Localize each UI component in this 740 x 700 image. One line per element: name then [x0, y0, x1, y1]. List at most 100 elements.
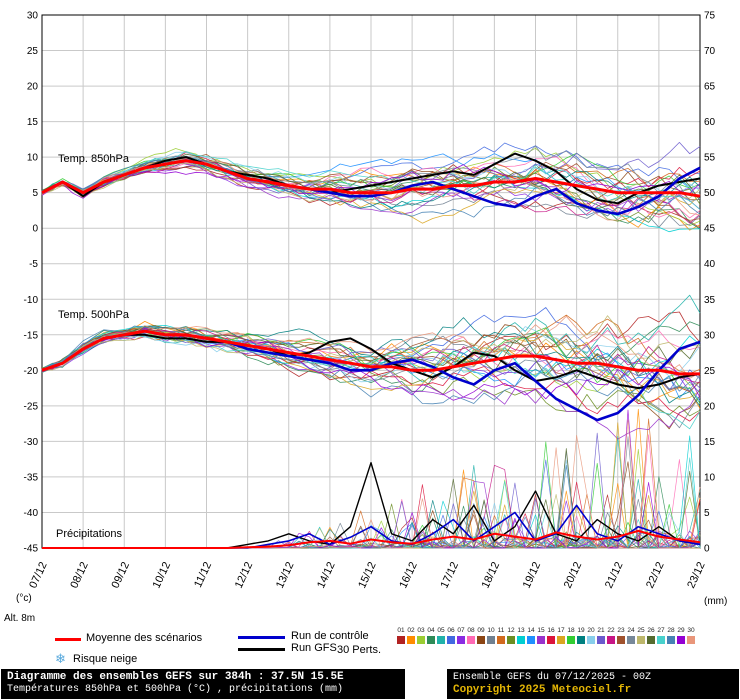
member-cell: 09 [476, 627, 486, 644]
svg-text:-35: -35 [24, 472, 39, 483]
member-number: 29 [677, 627, 685, 634]
member-cell: 29 [676, 627, 686, 644]
member-number: 09 [477, 627, 485, 634]
legend-control-label: Run de contrôle [291, 630, 369, 642]
chart-subtitle: Températures 850hPa et 500hPa (°C) , pré… [7, 684, 344, 695]
member-number: 27 [657, 627, 665, 634]
svg-text:55: 55 [704, 153, 716, 164]
copyright: Copyright 2025 Meteociel.fr [453, 684, 632, 696]
member-color-swatch [517, 636, 525, 644]
member-number: 25 [637, 627, 645, 634]
svg-text:Précipitations: Précipitations [56, 528, 123, 540]
member-cell: 01 [396, 627, 406, 644]
member-number: 18 [567, 627, 575, 634]
member-color-swatch [397, 636, 405, 644]
member-color-swatch [457, 636, 465, 644]
member-cell: 13 [516, 627, 526, 644]
svg-text:60: 60 [704, 117, 716, 128]
member-number: 14 [527, 627, 535, 634]
member-cell: 12 [506, 627, 516, 644]
member-color-swatch [447, 636, 455, 644]
mean-line-swatch [55, 638, 81, 641]
member-cell: 24 [626, 627, 636, 644]
svg-text:10: 10 [704, 472, 716, 483]
member-cell: 02 [406, 627, 416, 644]
svg-text:-20: -20 [24, 366, 39, 377]
member-color-swatch [597, 636, 605, 644]
member-number: 10 [487, 627, 495, 634]
svg-text:Temp. 500hPa: Temp. 500hPa [58, 309, 130, 321]
member-color-swatch [407, 636, 415, 644]
member-cell: 19 [576, 627, 586, 644]
svg-text:-30: -30 [24, 437, 39, 448]
member-cell: 08 [466, 627, 476, 644]
svg-text:15: 15 [704, 437, 716, 448]
svg-text:0: 0 [32, 224, 38, 235]
member-cell: 07 [456, 627, 466, 644]
control-line-swatch [238, 636, 285, 639]
member-number: 11 [497, 627, 505, 634]
member-number: 06 [447, 627, 455, 634]
member-number: 04 [427, 627, 435, 634]
member-color-swatch [647, 636, 655, 644]
svg-text:20: 20 [704, 401, 716, 412]
member-number: 19 [577, 627, 585, 634]
svg-text:45: 45 [704, 224, 716, 235]
snowflake-icon: ❄ [55, 651, 66, 666]
svg-text:(mm): (mm) [704, 596, 727, 607]
member-number: 03 [417, 627, 425, 634]
svg-text:70: 70 [704, 46, 716, 57]
member-cell: 05 [436, 627, 446, 644]
member-color-swatch [687, 636, 695, 644]
member-color-swatch [527, 636, 535, 644]
member-number: 17 [557, 627, 565, 634]
member-color-swatch [567, 636, 575, 644]
svg-text:65: 65 [704, 82, 716, 93]
member-cell: 15 [536, 627, 546, 644]
member-number: 12 [507, 627, 515, 634]
member-number: 15 [537, 627, 545, 634]
svg-text:30: 30 [704, 330, 716, 341]
member-color-swatch [417, 636, 425, 644]
member-number: 24 [627, 627, 635, 634]
svg-text:30: 30 [27, 11, 39, 22]
member-number: 28 [667, 627, 675, 634]
member-cell: 23 [616, 627, 626, 644]
member-number: 21 [597, 627, 605, 634]
member-cell: 27 [656, 627, 666, 644]
svg-text:-15: -15 [24, 330, 39, 341]
svg-text:-40: -40 [24, 508, 39, 519]
member-color-swatch [437, 636, 445, 644]
member-cell: 11 [496, 627, 506, 644]
member-cell: 16 [546, 627, 556, 644]
svg-text:-5: -5 [29, 259, 38, 270]
svg-text:-45: -45 [24, 544, 39, 555]
member-number: 02 [407, 627, 415, 634]
svg-text:(°c): (°c) [16, 593, 32, 604]
member-color-swatch [497, 636, 505, 644]
member-cell: 21 [596, 627, 606, 644]
member-number: 23 [617, 627, 625, 634]
member-cell: 04 [426, 627, 436, 644]
member-number: 13 [517, 627, 525, 634]
legend-perts-label: 30 Perts. [337, 644, 382, 656]
member-color-swatch [657, 636, 665, 644]
member-cell: 26 [646, 627, 656, 644]
member-number: 08 [467, 627, 475, 634]
svg-text:20: 20 [27, 82, 39, 93]
svg-text:Temp. 850hPa: Temp. 850hPa [58, 153, 130, 165]
member-color-swatch [507, 636, 515, 644]
member-color-swatch [677, 636, 685, 644]
member-color-swatch [557, 636, 565, 644]
member-color-swatch [587, 636, 595, 644]
member-number: 05 [437, 627, 445, 634]
svg-text:-25: -25 [24, 401, 39, 412]
svg-text:15: 15 [27, 117, 39, 128]
member-color-swatch [467, 636, 475, 644]
member-color-swatch [537, 636, 545, 644]
member-number: 07 [457, 627, 465, 634]
member-number: 26 [647, 627, 655, 634]
svg-text:5: 5 [704, 508, 710, 519]
